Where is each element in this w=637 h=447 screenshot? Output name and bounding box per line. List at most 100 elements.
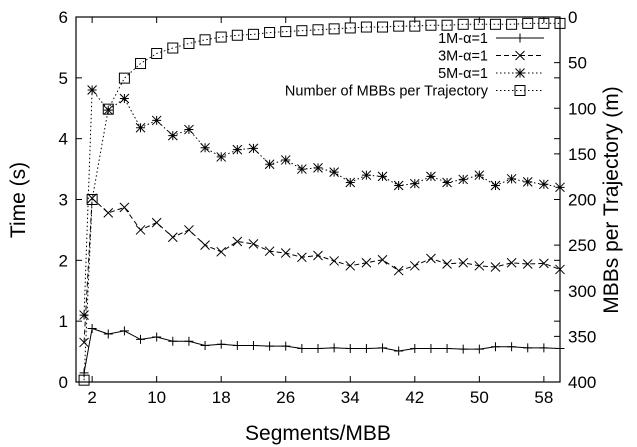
data-point: [377, 21, 389, 33]
data-point: [87, 323, 97, 333]
data-point: [86, 194, 98, 205]
data-point: [200, 240, 210, 250]
legend-marker: [515, 68, 525, 78]
data-point: [167, 130, 178, 141]
data-point: [555, 344, 565, 354]
data-point: [232, 144, 243, 155]
series-layer: [78, 17, 566, 386]
data-point: [87, 85, 97, 95]
data-point: [361, 344, 371, 354]
data-point: [151, 48, 163, 59]
y-axis-label: Time (s): [7, 162, 30, 238]
data-point: [184, 124, 194, 135]
data-point: [377, 254, 388, 265]
data-point: [136, 334, 146, 344]
y2-tick-label: 400: [568, 373, 596, 392]
series-line: [83, 197, 561, 343]
y-tick-label: 3: [59, 191, 68, 210]
data-point: [344, 22, 356, 34]
data-point: [200, 142, 210, 153]
data-point: [119, 202, 130, 213]
data-point: [522, 259, 533, 269]
data-point: [441, 19, 453, 31]
data-point: [79, 310, 89, 320]
y2-axis-ticks: 0 50 100 150 200 250 300 350 400: [554, 8, 596, 392]
data-point: [216, 339, 226, 349]
data-point: [409, 178, 420, 189]
data-point: [425, 19, 437, 31]
data-point: [506, 257, 517, 268]
data-point: [296, 25, 308, 37]
data-point: [102, 103, 114, 115]
data-point: [216, 246, 227, 257]
data-point: [426, 253, 436, 264]
data-point: [474, 260, 485, 271]
y2-axis-label: MBBs per Trajectory (m): [600, 86, 623, 314]
data-point: [313, 250, 323, 261]
data-point: [490, 342, 500, 352]
y-tick-label: 1: [59, 312, 68, 331]
data-point: [265, 341, 275, 351]
data-point: [135, 58, 147, 70]
data-point: [167, 232, 178, 243]
data-point: [506, 173, 517, 184]
y2-tick-label: 350: [568, 327, 596, 346]
data-point: [426, 344, 436, 354]
data-point: [554, 17, 566, 29]
data-point: [361, 170, 372, 181]
data-point: [490, 262, 501, 272]
data-point: [280, 155, 291, 165]
data-point: [458, 257, 469, 268]
data-point: [231, 29, 243, 41]
data-point: [378, 343, 388, 353]
legend-marker: [515, 33, 525, 43]
data-point: [152, 332, 162, 342]
data-point: [442, 177, 452, 188]
legend-label: Number of MBBs per Trajectory: [285, 84, 489, 100]
data-point: [119, 93, 130, 104]
data-point: [184, 336, 194, 346]
data-point: [555, 182, 565, 193]
data-point: [87, 193, 97, 204]
series-line: [83, 327, 561, 373]
data-point: [167, 42, 179, 54]
data-point: [345, 177, 356, 188]
data-point: [489, 18, 501, 30]
data-point: [119, 326, 129, 336]
data-point: [377, 171, 388, 182]
data-point: [523, 343, 533, 353]
data-point: [168, 336, 178, 346]
data-point: [79, 337, 89, 348]
data-point: [410, 344, 420, 354]
data-point: [151, 115, 162, 126]
data-point: [232, 236, 243, 247]
data-point: [103, 208, 114, 218]
y2-tick-label: 300: [568, 282, 596, 301]
data-point: [474, 170, 485, 181]
x-tick-label: 26: [276, 388, 295, 407]
data-point: [442, 259, 452, 269]
y-tick-label: 4: [59, 130, 68, 149]
data-point: [506, 18, 518, 30]
x-axis-label: Segments/MBB: [245, 422, 391, 445]
data-point: [329, 167, 339, 177]
data-point: [539, 179, 549, 190]
data-point: [264, 159, 275, 170]
y-tick-label: 0: [59, 373, 68, 392]
data-point: [216, 152, 227, 162]
data-point: [215, 31, 227, 43]
data-point: [457, 18, 469, 30]
data-point: [199, 34, 211, 46]
data-point: [394, 346, 404, 356]
data-point: [264, 27, 276, 39]
data-point: [247, 28, 259, 40]
legend-label: 1M-α=1: [438, 31, 488, 47]
data-point: [409, 260, 420, 271]
data-point: [458, 174, 469, 185]
legend-label: 5M-α=1: [438, 66, 488, 82]
y2-tick-label: 0: [568, 8, 577, 27]
data-point: [360, 21, 372, 33]
data-point: [313, 344, 323, 354]
data-point: [78, 374, 90, 386]
